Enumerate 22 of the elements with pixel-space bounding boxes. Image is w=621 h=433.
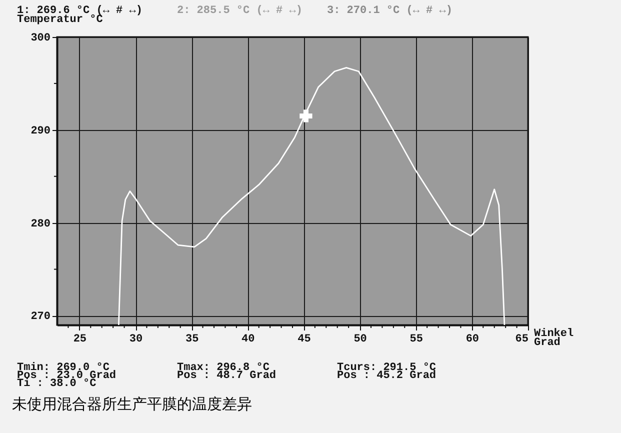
y-tick-label: 270 [30,311,50,324]
text: 3: 270.1 °C (↔ # ↔) [327,5,452,17]
text: Tmin: 269.0 °C Pos : 23.0 Grad Ti : 38.0 °C [17,362,116,390]
x-tick-label: 60 [466,334,480,346]
x-tick-label: 35 [185,334,200,346]
text: Tmax: 296.8 °C Pos : 48.7 Grad [177,362,276,382]
x-tick-label: 30 [129,334,143,346]
y-tick-label: 300 [30,32,50,44]
text: 未使用混合器所生产平膜的温度差异 [12,395,252,413]
y-tick-label: 280 [30,218,50,230]
x-tick-label: 55 [410,334,424,346]
y-axis-title: Temperatur °C [17,14,104,26]
x-tick-label: 25 [73,334,87,346]
x-tick-label: 40 [242,334,255,346]
line-series [118,66,506,326]
x-tick-label: 50 [354,334,367,346]
text: 2: 285.5 °C (↔ # ↔) [177,5,302,17]
x-axis-title: Winkel Grad [534,328,574,349]
x-tick-label: 45 [298,334,312,346]
x-tick-label: 65 [515,334,529,346]
y-tick-label: 290 [30,125,50,138]
text: Tcurs: 291.5 °C Pos : 45.2 Grad [337,362,436,382]
